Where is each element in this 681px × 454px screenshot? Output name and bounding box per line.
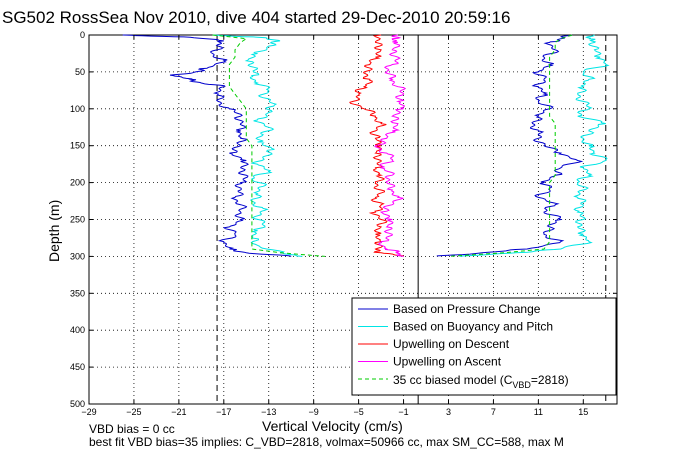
- legend-label-upwelling-on-descent: Upwelling on Descent: [393, 337, 510, 351]
- series-line-upwelling-on-ascent-ascent: [374, 34, 407, 257]
- y-tick-label: 250: [70, 215, 85, 225]
- legend-label-based-on-buoyancy-and-pitch: Based on Buoyancy and Pitch: [393, 320, 553, 334]
- x-tick-label: −5: [353, 407, 363, 417]
- y-tick-label: 450: [70, 362, 85, 372]
- y-tick-label: 500: [70, 399, 85, 409]
- series-line-35-cc-biased-model-c-vbd-2818-ascent: [448, 34, 573, 257]
- footer-line-2: best fit VBD bias=35 implies: C_VBD=2818…: [89, 435, 564, 449]
- legend-label-model: 35 cc biased model (CVBD=2818): [393, 373, 569, 390]
- x-axis-label: Vertical Velocity (cm/s): [262, 418, 403, 434]
- series-line-based-on-pressure-change-ascent: [436, 34, 584, 257]
- y-tick-label: 350: [70, 288, 85, 298]
- legend-label-based-on-pressure-change: Based on Pressure Change: [393, 302, 541, 316]
- y-tick-label: 300: [70, 251, 85, 261]
- y-tick-label: 400: [70, 325, 85, 335]
- x-tick-label: 11: [534, 407, 543, 417]
- legend-box: [351, 297, 617, 396]
- y-tick-label: 150: [70, 141, 85, 151]
- x-tick-label: −29: [81, 407, 96, 417]
- y-tick-label: 100: [70, 104, 85, 114]
- y-tick-label: 50: [75, 67, 85, 77]
- legend-model-prefix: 35 cc biased model (C: [393, 373, 513, 387]
- x-ticks: −29 −25 −21 −17 −13 −9 −5 −1 3 7 11 15: [81, 35, 588, 417]
- series-line-based-on-buoyancy-and-pitch-descent: [212, 34, 303, 257]
- footer-line-1: VBD bias = 0 cc: [89, 422, 175, 436]
- x-tick-label: −9: [309, 407, 319, 417]
- series-line-based-on-pressure-change-descent: [122, 34, 292, 257]
- chart-title: SG502 RossSea Nov 2010, dive 404 started…: [2, 8, 510, 27]
- y-tick-label: 200: [70, 178, 85, 188]
- series-group: [122, 34, 610, 257]
- x-tick-label: 15: [578, 407, 588, 417]
- legend-model-suffix: =2818): [531, 373, 569, 387]
- legend-label-upwelling-on-ascent: Upwelling on Ascent: [393, 355, 502, 369]
- legend-model-sub: VBD: [512, 380, 531, 390]
- y-tick-label: 0: [80, 30, 85, 40]
- x-tick-label: −13: [261, 407, 276, 417]
- x-tick-label: 3: [446, 407, 451, 417]
- x-tick-label: 7: [491, 407, 496, 417]
- x-tick-label: −21: [171, 407, 186, 417]
- x-tick-label: −17: [216, 407, 231, 417]
- series-line-35-cc-biased-model-c-vbd-2818-descent: [212, 34, 325, 257]
- legend-items: Based on Pressure Change Based on Buoyanc…: [358, 302, 553, 380]
- legend: Based on Pressure Change Based on Buoyanc…: [351, 297, 617, 396]
- x-tick-label: −1: [398, 407, 408, 417]
- x-tick-label: −25: [126, 407, 141, 417]
- series-line-based-on-buoyancy-and-pitch-ascent: [459, 34, 610, 257]
- grid: [89, 35, 617, 404]
- y-axis-label: Depth (m): [46, 200, 62, 262]
